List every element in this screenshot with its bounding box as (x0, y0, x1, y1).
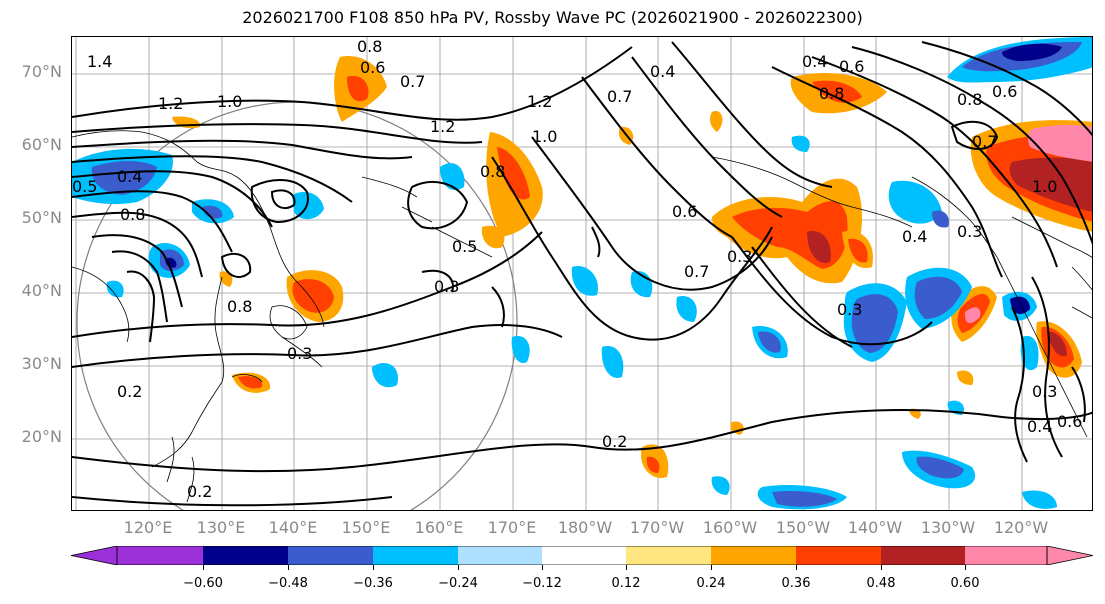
colorbar-tick-label: −0.36 (353, 576, 393, 591)
contour-label: 0.3 (287, 344, 312, 363)
colorbar-tickmark (796, 565, 797, 570)
colorbar-tick-label: 0.48 (866, 576, 896, 591)
colorbar-segment (117, 546, 203, 565)
colorbar-tickmark (458, 565, 459, 570)
contour-label: 0.3 (727, 247, 752, 266)
map-svg: 0.8 0.7 0.6 1.4 1.2 1.0 1.2 1.2 1.0 0.8 … (72, 37, 1092, 510)
contour-label: 0.6 (1057, 412, 1082, 431)
contour-label: 0.8 (357, 37, 382, 56)
lon-label-180w: 180°W (557, 518, 613, 537)
colorbar-tickmark (626, 565, 627, 570)
contour-label: 0.4 (1027, 417, 1052, 436)
contour-label: 1.4 (87, 52, 112, 71)
lon-label-130e: 130°E (196, 518, 246, 537)
colorbar-segment (373, 546, 458, 565)
colorbar-tickmark (373, 565, 374, 570)
contour-label: 0.8 (120, 205, 145, 224)
contour-label: 0.7 (607, 87, 632, 106)
contour-label: 0.3 (434, 277, 459, 296)
colorbar-segment (881, 546, 965, 565)
chart-title: 2026021700 F108 850 hPa PV, Rossby Wave … (242, 8, 863, 27)
contour-label: 0.4 (650, 62, 675, 81)
lon-label-170w: 170°W (629, 518, 685, 537)
colorbar-segment (458, 546, 542, 565)
coastlines (72, 130, 1092, 503)
colorbar-outline (116, 546, 1048, 565)
contour-label: 0.2 (187, 482, 212, 501)
contour-label: 0.2 (117, 382, 142, 401)
contour-label: 1.2 (158, 94, 183, 113)
lon-label-150w: 150°W (775, 518, 831, 537)
contour-label: 1.0 (217, 92, 242, 111)
contour-label: 0.8 (957, 90, 982, 109)
contour-label: 0.8 (227, 297, 252, 316)
contour-label: 0.5 (72, 177, 97, 196)
contour-label: 0.2 (602, 432, 627, 451)
colorbar-tick-label: −0.24 (438, 576, 478, 591)
lat-label-20: 20°N (21, 427, 62, 446)
colorbar (71, 546, 1093, 565)
colorbar-tick-label: −0.12 (522, 576, 562, 591)
lat-label-30: 30°N (21, 354, 62, 373)
colorbar-tick-label: 0.60 (950, 576, 980, 591)
colorbar-tickmark (542, 565, 543, 570)
colorbar-segment (965, 546, 1047, 565)
lat-label-60: 60°N (21, 135, 62, 154)
lon-label-120w: 120°W (993, 518, 1049, 537)
contour-label: 0.6 (360, 58, 385, 77)
colorbar-tick-label: 0.24 (696, 576, 726, 591)
colorbar-tickmark (203, 565, 204, 570)
contour-label: 0.8 (480, 162, 505, 181)
colorbar-tick-label: 0.36 (781, 576, 811, 591)
contour-label: 0.3 (837, 300, 862, 319)
colorbar-tickmark (881, 565, 882, 570)
contour-label: 0.7 (684, 262, 709, 281)
contour-label: 0.6 (839, 57, 864, 76)
lat-label-40: 40°N (21, 281, 62, 300)
colorbar-segment (796, 546, 881, 565)
colorbar-segment (626, 546, 711, 565)
contour-labels: 0.8 0.7 0.6 1.4 1.2 1.0 1.2 1.2 1.0 0.8 … (72, 37, 1082, 501)
colorbar-low-extend (71, 546, 118, 565)
contour-label: 0.4 (902, 227, 927, 246)
colorbar-tick-label: −0.60 (183, 576, 223, 591)
lon-label-160w: 160°W (702, 518, 758, 537)
lat-label-70: 70°N (21, 62, 62, 81)
colorbar-segment (203, 546, 288, 565)
contour-label: 0.6 (672, 202, 697, 221)
contour-label: 0.3 (957, 222, 982, 241)
contour-label: 0.7 (400, 72, 425, 91)
lon-label-140w: 140°W (847, 518, 903, 537)
colorbar-tickmark (965, 565, 966, 570)
colorbar-tickmark (711, 565, 712, 570)
map-panel: 0.8 0.7 0.6 1.4 1.2 1.0 1.2 1.2 1.0 0.8 … (71, 36, 1093, 511)
contour-label: 0.8 (819, 84, 844, 103)
contour-label: 0.4 (117, 167, 142, 186)
colorbar-tick-label: −0.48 (268, 576, 308, 591)
contour-label: 1.2 (430, 117, 455, 136)
contour-label: 1.0 (532, 127, 557, 146)
colorbar-segment (542, 546, 626, 565)
contour-label: 0.3 (1032, 382, 1057, 401)
contour-label: 0.4 (802, 52, 827, 71)
colorbar-segment (288, 546, 373, 565)
colorbar-tick-label: 0.12 (611, 576, 641, 591)
contour-label: 0.6 (992, 82, 1017, 101)
contour-label: 1.2 (527, 92, 552, 111)
colorbar-segment (711, 546, 796, 565)
lon-label-170e: 170°E (487, 518, 537, 537)
contour-label: 0.5 (452, 237, 477, 256)
contour-label: 1.0 (1032, 177, 1057, 196)
lat-label-50: 50°N (21, 208, 62, 227)
lon-label-130w: 130°W (920, 518, 976, 537)
lon-label-140e: 140°E (268, 518, 318, 537)
lon-label-160e: 160°E (414, 518, 464, 537)
pv-contours (72, 41, 1092, 507)
colorbar-tickmark (288, 565, 289, 570)
colorbar-high-extend (1046, 546, 1093, 565)
lon-label-150e: 150°E (341, 518, 391, 537)
lon-label-120e: 120°E (123, 518, 173, 537)
contour-label: 0.7 (972, 132, 997, 151)
